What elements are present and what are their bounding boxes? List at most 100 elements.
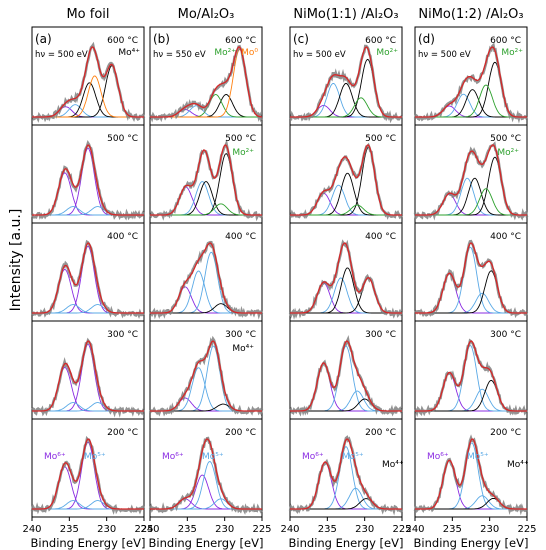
- species-label: Mo²⁺: [214, 48, 236, 58]
- species-label: Mo⁶⁺: [302, 452, 324, 462]
- fit-envelope: [290, 46, 402, 118]
- y-axis-label: Intensity [a.u.]: [8, 209, 24, 312]
- species-label: Mo⁴⁺: [232, 344, 254, 354]
- x-tick-label: 230: [480, 524, 499, 535]
- component-mo6: [32, 366, 144, 412]
- temperature-label: 500 °C: [107, 134, 138, 144]
- temperature-label: 600 °C: [225, 36, 256, 46]
- measured-data: [31, 239, 145, 319]
- photon-energy: hν = 500 eV: [35, 50, 88, 60]
- component-mo5: [150, 270, 262, 314]
- fit-envelope: [415, 144, 527, 216]
- measured-data: [30, 435, 146, 515]
- x-tick-label: 230: [215, 524, 234, 535]
- component-mo6: [290, 362, 402, 412]
- temperature-label: 200 °C: [225, 428, 256, 438]
- species-label: Mo⁴⁺: [507, 460, 529, 470]
- temperature-label: 300 °C: [225, 330, 256, 340]
- component-mo5: [150, 181, 262, 216]
- fit-envelope: [32, 46, 144, 118]
- measured-data: [414, 338, 529, 418]
- panel-0: Mo foil 600 °C (a) hν = 500 eV Mo⁴⁺ 500 °C 400…: [22, 7, 153, 535]
- panel-1: Mo/Al₂O₃ 600 °C (b) hν = 550 eV Mo²⁺ Mo⁰ 500 °…: [140, 7, 271, 535]
- fit-envelope: [150, 46, 263, 118]
- x-tick-label: 230: [97, 524, 116, 535]
- fit-envelope: [150, 144, 262, 216]
- fit-envelope: [32, 242, 144, 314]
- x-tick-label: 240: [280, 524, 299, 535]
- fit-envelope: [415, 242, 527, 314]
- panel-letter: (a): [35, 32, 52, 46]
- measured-data: [288, 239, 404, 320]
- panel-2: NiMo(1:1) /Al₂O₃ 600 °C (c) hν = 500 eV Mo²⁺…: [280, 7, 411, 535]
- species-label: Mo⁵⁺: [467, 452, 489, 462]
- panel-title: Mo/Al₂O₃: [178, 7, 235, 22]
- component-mo4: [150, 153, 262, 216]
- component-mo5: [150, 367, 262, 412]
- component-mo6: [32, 466, 144, 510]
- component-mo5b: [150, 251, 262, 314]
- fit-envelope: [415, 340, 527, 412]
- component-mo0: [32, 75, 144, 118]
- fit-envelope: [32, 438, 144, 510]
- temperature-label: 500 °C: [225, 134, 256, 144]
- species-label: Mo²⁺: [232, 148, 254, 158]
- measured-data: [149, 240, 264, 320]
- measured-data: [414, 239, 529, 319]
- panel-3: NiMo(1:2) /Al₂O₃ 600 °C (d) hν = 500 eV Mo²⁺…: [405, 7, 536, 535]
- species-label: Mo⁶⁺: [427, 452, 449, 462]
- species-label: Mo⁶⁺: [44, 452, 66, 462]
- measured-data: [148, 436, 263, 515]
- fit-envelope: [32, 340, 144, 412]
- temperature-label: 400 °C: [107, 232, 138, 242]
- species-label: Mo⁶⁺: [162, 452, 184, 462]
- fit-envelope: [290, 340, 402, 412]
- fit-envelope: [290, 438, 402, 510]
- temperature-label: 200 °C: [490, 428, 521, 438]
- component-mo6b: [32, 343, 144, 412]
- component-mo5: [415, 344, 527, 412]
- component-mo4b: [32, 65, 144, 118]
- temperature-label: 600 °C: [365, 36, 396, 46]
- component-mo6: [32, 172, 144, 216]
- component-mo5: [415, 246, 527, 314]
- x-tick-label: 225: [517, 524, 536, 535]
- temperature-label: 600 °C: [490, 36, 521, 46]
- fit-envelope: [32, 144, 144, 216]
- component-mo4b: [415, 61, 527, 118]
- panel-frame: [31, 26, 145, 518]
- x-tick-label: 225: [392, 524, 411, 535]
- temperature-label: 400 °C: [365, 232, 396, 242]
- x-tick-label: 235: [443, 524, 462, 535]
- species-label: Mo⁵⁺: [342, 452, 364, 462]
- temperature-label: 300 °C: [490, 330, 521, 340]
- photon-energy: hν = 550 eV: [153, 50, 206, 60]
- x-tick-label: 225: [252, 524, 271, 535]
- component-mo6: [150, 186, 262, 216]
- component-mo5: [290, 345, 402, 412]
- component-mo5: [150, 461, 262, 510]
- panel-letter: (b): [153, 32, 170, 46]
- x-tick-label: 235: [178, 524, 197, 535]
- component-mo6b: [32, 147, 144, 216]
- temperature-label: 200 °C: [365, 428, 396, 438]
- photon-energy: hν = 500 eV: [293, 50, 346, 60]
- panel-title: NiMo(1:1) /Al₂O₃: [293, 7, 398, 22]
- fit-envelope: [415, 438, 527, 510]
- fit-envelope: [290, 144, 402, 216]
- species-label: Mo⁵⁺: [202, 452, 224, 462]
- temperature-label: 600 °C: [107, 36, 138, 46]
- species-label: Mo⁴⁺: [118, 48, 140, 58]
- measured-data: [288, 435, 404, 516]
- measured-data: [30, 140, 146, 221]
- x-tick-label: 240: [22, 524, 41, 535]
- temperature-label: 300 °C: [365, 330, 396, 340]
- fit-envelope: [150, 438, 262, 510]
- x-tick-label: 235: [60, 524, 79, 535]
- panel-frame: [414, 26, 528, 518]
- x-axis-label: Binding Energy [eV]: [414, 536, 529, 550]
- species-label: Mo⁵⁺: [84, 452, 106, 462]
- species-label: Mo²⁺: [501, 48, 523, 58]
- photon-energy: hν = 500 eV: [418, 50, 471, 60]
